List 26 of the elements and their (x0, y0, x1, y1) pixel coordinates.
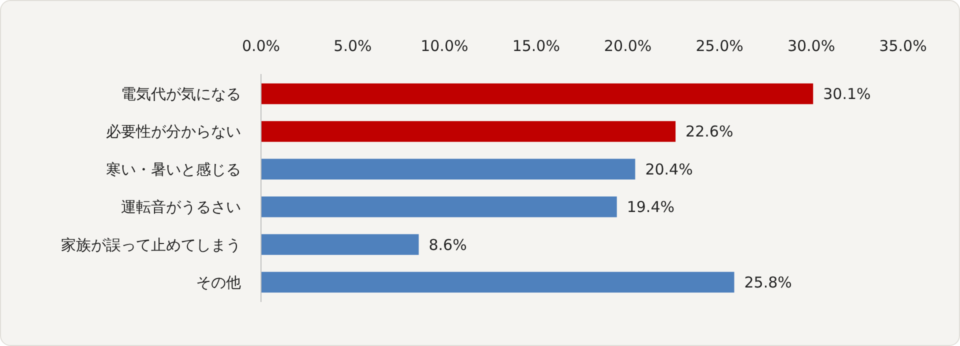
bar (261, 83, 814, 104)
bar (261, 121, 676, 142)
data-label: 25.8% (744, 273, 792, 292)
bar (261, 234, 419, 255)
bar (261, 272, 734, 293)
data-label: 8.6% (428, 236, 467, 254)
data-label: 20.4% (645, 160, 693, 178)
x-tick-label: 15.0% (512, 37, 560, 55)
x-tick-label: 25.0% (696, 37, 744, 55)
x-tick-label: 0.0% (242, 37, 280, 55)
y-tick-label: 必要性が分からない (106, 122, 241, 141)
x-tick-label: 30.0% (787, 37, 836, 55)
data-label: 22.6% (686, 122, 734, 141)
y-tick-label: 運転音がうるさい (121, 198, 241, 216)
y-tick-label: 寒い・暑いと感じる (106, 160, 241, 178)
y-tick-label: 家族が誤って止めてしまう (61, 236, 241, 254)
bar (261, 158, 636, 180)
y-tick-label: その他 (196, 273, 241, 292)
bar (261, 196, 617, 218)
y-tick-label: 電気代が気になる (121, 85, 241, 104)
x-tick-label: 10.0% (420, 37, 468, 55)
x-tick-label: 35.0% (879, 37, 927, 55)
data-label: 19.4% (626, 198, 675, 216)
x-tick-label: 20.0% (604, 37, 652, 55)
data-label: 30.1% (823, 85, 871, 104)
x-tick-label: 5.0% (334, 37, 372, 55)
